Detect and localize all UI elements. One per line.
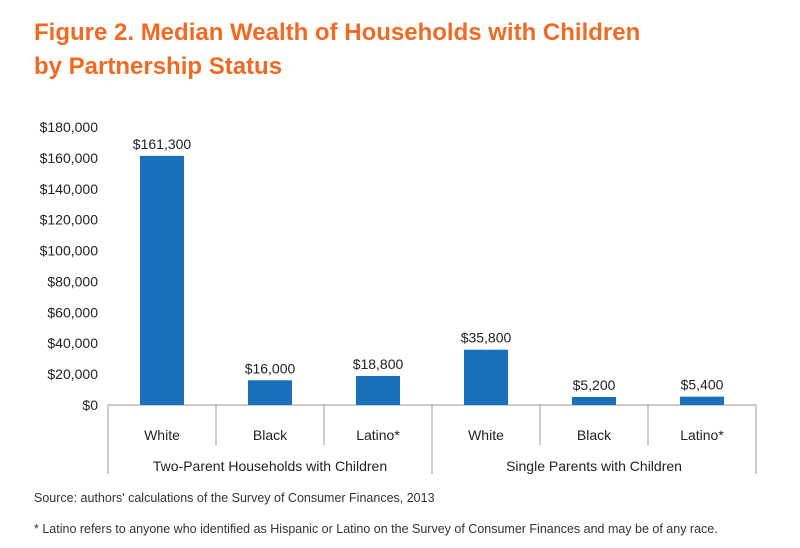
y-tick-label: $80,000 [47,273,98,289]
x-tick-label: White [468,427,504,443]
y-tick-label: $40,000 [47,335,98,351]
data-label: $18,800 [353,356,404,372]
y-tick-label: $140,000 [40,181,99,197]
bar [680,396,724,405]
y-tick-label: $100,000 [40,243,99,259]
y-tick-label: $60,000 [47,304,98,320]
x-tick-label: Latino* [680,427,724,443]
y-tick-label: $20,000 [47,366,98,382]
group-label: Two-Parent Households with Children [153,458,387,474]
chart-title-line-2: by Partnership Status [34,53,283,80]
chart-title: Figure 2. Median Wealth of Households wi… [34,16,774,84]
bar [356,375,400,405]
bar [248,380,292,405]
y-tick-label: $180,000 [40,119,99,135]
bar [140,155,184,405]
x-tick-label: White [144,427,180,443]
bar [464,349,508,405]
source-note: Source: authors' calculations of the Sur… [34,491,435,505]
x-tick-label: Black [253,427,288,443]
data-label: $16,000 [245,360,296,376]
data-label: $5,400 [681,377,724,393]
chart-title-line-1: Figure 2. Median Wealth of Households wi… [34,19,641,46]
x-tick-label: Latino* [356,427,400,443]
data-label: $5,200 [573,377,616,393]
y-tick-label: $0 [82,397,98,413]
x-tick-label: Black [577,427,612,443]
data-label: $161,300 [133,136,192,152]
footnote: * Latino refers to anyone who identified… [34,522,718,536]
group-label: Single Parents with Children [506,458,682,474]
y-tick-label: $160,000 [40,150,99,166]
data-label: $35,800 [461,330,512,346]
y-tick-label: $120,000 [40,212,99,228]
bar [572,396,616,405]
